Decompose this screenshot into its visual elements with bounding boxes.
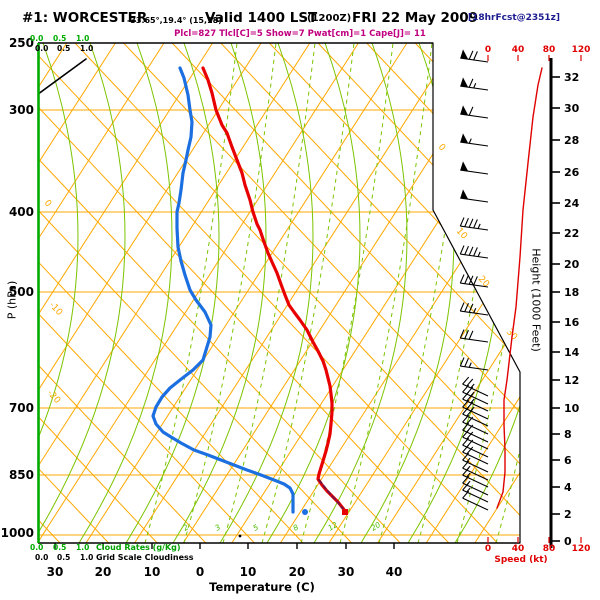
svg-text:80: 80 bbox=[543, 45, 556, 55]
svg-text:0: 0 bbox=[42, 198, 53, 209]
parcel-path-dashed bbox=[318, 479, 345, 511]
svg-text:20: 20 bbox=[369, 520, 382, 533]
svg-text:20: 20 bbox=[564, 258, 580, 271]
temperature-axis-label: Temperature (C) bbox=[209, 580, 315, 594]
svg-text:10: 10 bbox=[144, 565, 161, 579]
skewt-grid bbox=[38, 43, 520, 543]
svg-text:400: 400 bbox=[9, 205, 34, 219]
svg-text:3: 3 bbox=[213, 522, 222, 532]
svg-text:0.5: 0.5 bbox=[57, 44, 70, 53]
svg-text:0: 0 bbox=[485, 544, 491, 554]
svg-text:12: 12 bbox=[564, 374, 579, 387]
svg-text:5: 5 bbox=[251, 522, 260, 532]
svg-text:28: 28 bbox=[564, 134, 579, 147]
svg-text:8: 8 bbox=[291, 522, 300, 532]
svg-text:0: 0 bbox=[485, 45, 491, 55]
svg-text:10: 10 bbox=[454, 226, 469, 241]
station-coords: -33.65°,19.4° (15,18) bbox=[127, 16, 222, 25]
forecast-tag: [18hrFcst@2351z] bbox=[468, 13, 561, 23]
svg-text:0: 0 bbox=[196, 565, 204, 579]
svg-text:16: 16 bbox=[564, 316, 580, 329]
svg-text:1.0: 1.0 bbox=[80, 553, 93, 562]
svg-text:850: 850 bbox=[9, 468, 34, 482]
surface-temp-marker bbox=[342, 509, 348, 515]
svg-text:250: 250 bbox=[9, 36, 34, 50]
svg-text:20: 20 bbox=[289, 565, 306, 579]
svg-text:30: 30 bbox=[564, 102, 580, 115]
svg-text:20: 20 bbox=[95, 565, 112, 579]
wind-barbs bbox=[459, 49, 489, 511]
svg-text:24: 24 bbox=[564, 197, 580, 210]
svg-text:26: 26 bbox=[564, 166, 580, 179]
temperature-curve bbox=[201, 66, 347, 513]
svg-text:0.0: 0.0 bbox=[30, 34, 43, 43]
dewpoint-curve bbox=[151, 66, 295, 514]
svg-text:0.0: 0.0 bbox=[35, 553, 48, 562]
svg-text:700: 700 bbox=[9, 401, 34, 415]
svg-text:2: 2 bbox=[564, 508, 572, 521]
svg-text:0.5: 0.5 bbox=[53, 543, 66, 552]
svg-text:1.0: 1.0 bbox=[76, 543, 89, 552]
svg-text:8: 8 bbox=[564, 428, 572, 441]
svg-text:500: 500 bbox=[9, 285, 34, 299]
svg-text:12: 12 bbox=[326, 520, 339, 533]
svg-text:6: 6 bbox=[564, 454, 572, 467]
svg-text:1.0: 1.0 bbox=[76, 34, 89, 43]
height-speed-panel: 0246810121416182022242628303200404080801… bbox=[485, 45, 591, 554]
svg-text:0: 0 bbox=[564, 535, 572, 548]
svg-text:1000: 1000 bbox=[1, 526, 34, 540]
svg-text:0.0: 0.0 bbox=[35, 44, 48, 53]
valid-zulu: (1200Z) bbox=[307, 13, 352, 24]
svg-text:0: 0 bbox=[436, 142, 447, 153]
svg-text:120: 120 bbox=[572, 45, 591, 55]
svg-text:-10: -10 bbox=[47, 300, 64, 318]
svg-text:300: 300 bbox=[9, 103, 34, 117]
grid-scale-label: Grid Scale Cloudiness bbox=[96, 552, 194, 562]
svg-text:30: 30 bbox=[338, 565, 355, 579]
svg-text:1.0: 1.0 bbox=[80, 44, 93, 53]
sounding-indices: Plcl=827 Tlcl[C]=5 Show=7 Pwat[cm]=1 Cap… bbox=[174, 29, 426, 39]
height-axis-label: Height (1000 Feet) bbox=[529, 248, 543, 352]
pressure-axis-label: P (hPa) bbox=[5, 280, 19, 320]
svg-text:0.5: 0.5 bbox=[57, 553, 70, 562]
speed-axis-label: Speed (kt) bbox=[494, 555, 548, 565]
wind-speed-profile bbox=[496, 67, 543, 509]
station-title: #1: WORCESTER bbox=[22, 10, 148, 26]
svg-text:18: 18 bbox=[564, 286, 579, 299]
svg-text:30: 30 bbox=[47, 565, 64, 579]
valid-date: FRI 22 May 2009 bbox=[352, 10, 479, 26]
svg-text:32: 32 bbox=[564, 71, 579, 84]
svg-text:40: 40 bbox=[512, 45, 525, 55]
plot-frame bbox=[37, 42, 521, 544]
svg-text:0.0: 0.0 bbox=[30, 543, 43, 552]
svg-text:0.5: 0.5 bbox=[53, 34, 66, 43]
valid-time: Valid 1400 LST bbox=[205, 10, 318, 26]
svg-text:80: 80 bbox=[543, 544, 556, 554]
svg-text:120: 120 bbox=[572, 544, 591, 554]
svg-text:-20: -20 bbox=[45, 388, 62, 406]
svg-text:10: 10 bbox=[240, 565, 257, 579]
svg-text:20: 20 bbox=[476, 274, 491, 289]
surface-dewpoint-marker bbox=[302, 509, 308, 515]
svg-text:4: 4 bbox=[564, 481, 572, 494]
cloud-rates-label: Cloud Rates (g/Kg) bbox=[96, 543, 181, 552]
svg-text:2: 2 bbox=[181, 522, 190, 532]
svg-text:22: 22 bbox=[564, 227, 579, 240]
svg-text:40: 40 bbox=[386, 565, 403, 579]
svg-text:14: 14 bbox=[564, 346, 580, 359]
svg-text:10: 10 bbox=[564, 402, 580, 415]
svg-text:40: 40 bbox=[512, 544, 525, 554]
